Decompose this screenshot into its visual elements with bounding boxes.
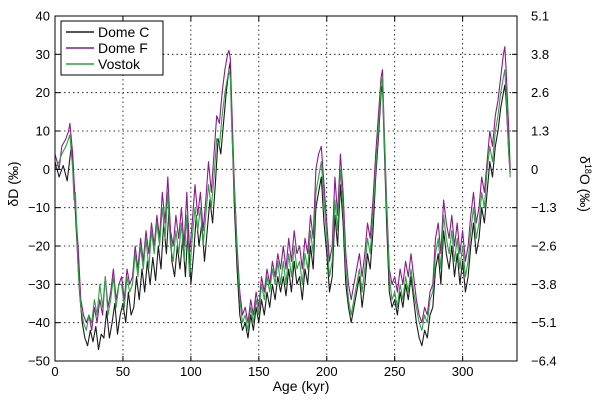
x-tick-label-100: 100 [180,364,202,379]
y-left-tick-label-0: 0 [43,162,50,177]
y-left-tick-label--30: −30 [28,277,50,292]
y-right-tick-label-8: −5.1 [531,315,557,330]
y-axis-right-title-sup: 18 [583,164,593,174]
y-left-tick-label--20: −20 [28,239,50,254]
x-axis-title: Age (kyr) [273,378,330,394]
y-left-tick-label-20: 20 [36,85,50,100]
x-tick-label-150: 150 [248,364,270,379]
legend-label-dome-f: Dome F [98,40,148,56]
x-tick-label-50: 50 [116,364,130,379]
y-left-tick-label-30: 30 [36,47,50,62]
series-line-dome-f [54,46,511,331]
x-tick-label-300: 300 [452,364,474,379]
y-right-tick-label-7: −3.8 [531,277,557,292]
y-left-tick-label-10: 10 [36,124,50,139]
series-lines [54,46,511,351]
y-right-tick-label-1: 3.8 [531,47,549,62]
y-right-tick-label-3: 1.3 [531,124,549,139]
y-right-tick-label-0: 5.1 [531,9,549,24]
y-left-tick-label-40: 40 [36,9,50,24]
y-axis-left-title: δD (‰) [5,161,21,206]
y-axis-right: 5.1 3.8 2.6 1.3 0 −1.3 −2.6 −3.8 −5.1 −6.4 [512,9,557,369]
series-line-vostok [54,69,511,331]
y-left-tick-label--50: −50 [28,354,50,369]
y-right-tick-label-9: −6.4 [531,354,557,369]
y-right-tick-label-6: −2.6 [531,239,557,254]
y-axis-left: −50 −40 −30 −20 −10 0 10 20 30 40 [28,9,60,369]
series-line-dome-c [54,61,511,351]
y-axis-right-title-prefix: δ [577,156,593,164]
legend-label-vostok: Vostok [98,56,141,72]
y-right-tick-label-2: 2.6 [531,85,549,100]
x-tick-label-0: 0 [51,364,58,379]
y-axis-right-title-suffix: O (‰) [577,174,593,212]
x-tick-label-250: 250 [384,364,406,379]
y-axis-right-title: δ18O (‰) [577,156,593,212]
y-right-tick-label-4: 0 [531,162,538,177]
x-tick-label-200: 200 [316,364,338,379]
y-left-tick-label--10: −10 [28,200,50,215]
legend-label-dome-c: Dome C [98,24,149,40]
x-axis: 0 50 100 150 200 250 300 [51,16,473,379]
legend: Dome C Dome F Vostok [60,20,164,76]
plot-frame [54,15,518,362]
y-left-tick-label--40: −40 [28,315,50,330]
y-right-tick-label-5: −1.3 [531,200,557,215]
